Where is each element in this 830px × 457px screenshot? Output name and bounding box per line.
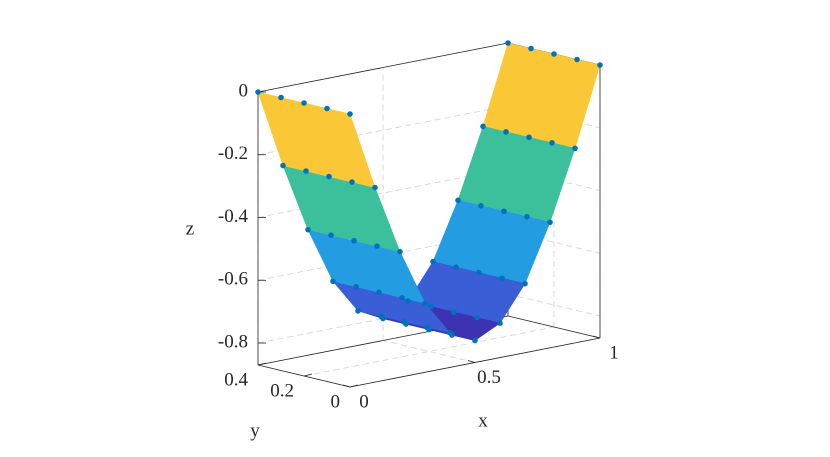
scatter-point	[372, 184, 378, 191]
scatter-point	[551, 51, 557, 57]
z-tick-label: -0.8	[218, 331, 248, 352]
z-tick-label: -0.6	[218, 269, 248, 290]
scatter-point	[453, 264, 459, 270]
scatter-point	[303, 168, 309, 174]
axis-box	[507, 315, 601, 339]
scatter-point	[278, 94, 284, 101]
scatter-point	[474, 314, 480, 321]
scatter-point	[280, 162, 286, 169]
x-tick	[467, 360, 476, 363]
scatter-point	[476, 269, 482, 276]
grid-line	[382, 340, 476, 363]
scatter-point	[574, 56, 580, 63]
scatter-point	[505, 40, 511, 46]
scatter-point	[430, 258, 436, 265]
scatter-point	[478, 202, 484, 209]
scatter-point	[547, 219, 553, 226]
grid-line	[507, 293, 601, 317]
scatter-point	[522, 280, 528, 287]
x-tick-label: 1	[609, 342, 619, 363]
x-tick-label: 0	[359, 391, 369, 412]
scatter-point	[422, 300, 428, 307]
scatter-point	[351, 237, 357, 244]
scatter-point	[305, 226, 311, 233]
scatter-point	[455, 197, 461, 204]
scatter-point	[397, 248, 403, 255]
scatter-point	[528, 45, 534, 52]
x-tick-label: 0.5	[477, 367, 501, 388]
scatter-point	[399, 294, 405, 301]
z-tick-label: -0.2	[218, 143, 248, 164]
y-tick	[349, 384, 359, 388]
scatter-point	[355, 308, 361, 314]
scatter-point	[330, 278, 336, 285]
scatter-point	[301, 100, 307, 106]
x-axis-label: x	[478, 410, 488, 431]
y-tick	[303, 373, 313, 377]
scatter-point	[376, 289, 382, 296]
axis-box	[257, 42, 509, 93]
scatter-point	[501, 208, 507, 215]
z-axis-label: z	[186, 218, 194, 239]
scatter-point	[347, 111, 353, 117]
z-tick-label: 0	[239, 80, 249, 101]
y-tick-label: 0	[331, 391, 341, 412]
scatter-point	[497, 320, 503, 326]
scatter-point	[572, 145, 578, 152]
scatter-point	[255, 89, 261, 95]
scatter-point	[503, 129, 509, 135]
x-tick	[342, 384, 351, 388]
x-tick	[592, 335, 601, 339]
scatter-point	[374, 243, 380, 249]
scatter-point	[353, 283, 359, 290]
y-tick	[257, 362, 267, 366]
scatter-point	[526, 134, 532, 141]
scatter-point	[480, 123, 486, 130]
y-axis-label: y	[250, 420, 260, 441]
scatter-point	[428, 303, 434, 310]
scatter-point	[451, 309, 457, 315]
y-tick-label: 0.2	[270, 380, 294, 401]
scatter-point	[499, 275, 505, 281]
y-tick-label: 0.4	[224, 369, 248, 390]
scatter-point	[472, 337, 478, 344]
scatter-point	[324, 105, 330, 112]
grid-line	[303, 326, 555, 377]
scatter-point	[524, 213, 530, 220]
scatter-point	[326, 173, 332, 180]
z-tick-label: -0.4	[218, 206, 249, 227]
scatter-point	[405, 298, 411, 304]
scatter-point	[349, 179, 355, 185]
scatter-point	[403, 321, 409, 327]
scatter-point	[549, 140, 555, 146]
scatter-point	[449, 332, 455, 338]
scatter-point	[597, 62, 603, 68]
scatter-point	[426, 326, 432, 333]
scatter-point	[380, 315, 386, 322]
scatter-point	[328, 232, 334, 238]
